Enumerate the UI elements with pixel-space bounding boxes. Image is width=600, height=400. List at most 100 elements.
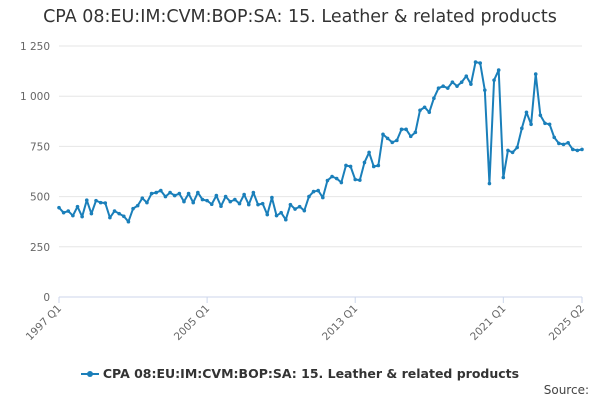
data-point[interactable] [334, 176, 339, 181]
data-point[interactable] [302, 208, 307, 213]
data-point[interactable] [140, 196, 145, 201]
data-point[interactable] [367, 150, 371, 155]
data-point[interactable] [413, 130, 418, 135]
data-point[interactable] [371, 164, 376, 169]
data-point[interactable] [256, 202, 260, 207]
data-point[interactable] [533, 72, 538, 76]
data-point[interactable] [358, 178, 362, 182]
data-point[interactable] [552, 135, 557, 140]
data-point[interactable] [311, 189, 316, 194]
data-point[interactable] [561, 142, 566, 147]
data-point[interactable] [344, 163, 348, 168]
data-point[interactable] [57, 205, 61, 210]
data-point[interactable] [450, 80, 455, 84]
data-point[interactable] [381, 132, 385, 137]
data-point[interactable] [483, 88, 487, 92]
data-point[interactable] [459, 80, 464, 84]
data-point[interactable] [182, 199, 186, 204]
data-point[interactable] [570, 147, 575, 152]
data-point[interactable] [547, 122, 552, 127]
data-point[interactable] [316, 188, 320, 193]
data-point[interactable] [395, 138, 399, 143]
data-point[interactable] [237, 201, 242, 206]
data-point[interactable] [117, 211, 121, 216]
data-point[interactable] [501, 175, 506, 180]
data-point[interactable] [251, 190, 256, 195]
data-point[interactable] [557, 141, 561, 146]
data-point[interactable] [283, 217, 288, 222]
data-point[interactable] [149, 191, 154, 196]
data-point[interactable] [515, 145, 520, 150]
data-point[interactable] [575, 148, 580, 153]
data-point[interactable] [524, 110, 529, 115]
data-point[interactable] [566, 140, 570, 145]
data-point[interactable] [191, 200, 196, 205]
data-point[interactable] [274, 213, 279, 218]
data-point[interactable] [325, 178, 330, 183]
data-point[interactable] [205, 198, 209, 203]
data-point[interactable] [246, 202, 251, 207]
data-point[interactable] [418, 108, 422, 113]
data-point[interactable] [348, 164, 353, 169]
data-point[interactable] [362, 160, 367, 165]
data-point[interactable] [233, 197, 237, 202]
data-point[interactable] [75, 204, 80, 209]
data-point[interactable] [408, 134, 413, 139]
data-point[interactable] [80, 214, 84, 219]
data-point[interactable] [154, 190, 158, 195]
data-point[interactable] [321, 195, 325, 200]
data-point[interactable] [108, 215, 112, 220]
data-point[interactable] [390, 140, 395, 145]
data-point[interactable] [473, 60, 478, 64]
data-point[interactable] [307, 194, 311, 199]
data-point[interactable] [510, 150, 515, 155]
data-point[interactable] [61, 210, 66, 215]
data-point[interactable] [543, 121, 547, 126]
data-point[interactable] [135, 203, 140, 208]
data-point[interactable] [94, 198, 98, 203]
data-point[interactable] [422, 105, 427, 110]
data-point[interactable] [159, 188, 163, 193]
data-point[interactable] [265, 212, 270, 217]
data-point[interactable] [84, 198, 89, 203]
data-point[interactable] [279, 210, 283, 215]
data-point[interactable] [131, 206, 135, 211]
data-point[interactable] [98, 200, 103, 205]
data-point[interactable] [196, 190, 200, 195]
data-point[interactable] [186, 191, 191, 196]
data-point[interactable] [223, 194, 228, 199]
data-point[interactable] [464, 74, 469, 78]
data-point[interactable] [297, 204, 302, 209]
data-point[interactable] [330, 174, 334, 179]
data-point[interactable] [103, 201, 108, 205]
data-point[interactable] [404, 127, 408, 132]
data-point[interactable] [228, 199, 233, 204]
data-point[interactable] [126, 219, 131, 224]
data-point[interactable] [288, 202, 293, 207]
data-point[interactable] [529, 122, 533, 127]
data-point[interactable] [172, 193, 177, 198]
data-point[interactable] [177, 191, 182, 196]
data-point[interactable] [441, 84, 445, 88]
data-point[interactable] [89, 211, 94, 216]
data-point[interactable] [163, 194, 168, 199]
data-point[interactable] [469, 82, 473, 86]
data-point[interactable] [432, 96, 436, 101]
data-point[interactable] [427, 110, 432, 115]
data-point[interactable] [445, 86, 450, 90]
data-point[interactable] [478, 61, 482, 65]
data-point[interactable] [200, 197, 205, 202]
data-point[interactable] [242, 192, 246, 197]
data-point[interactable] [506, 148, 510, 153]
data-point[interactable] [376, 163, 381, 168]
data-point[interactable] [66, 209, 71, 213]
data-point[interactable] [121, 214, 126, 219]
data-point[interactable] [496, 68, 501, 72]
data-point[interactable] [580, 147, 584, 152]
data-point[interactable] [145, 200, 149, 205]
data-point[interactable] [538, 113, 543, 118]
data-point[interactable] [168, 190, 172, 195]
data-point[interactable] [219, 204, 223, 209]
data-point[interactable] [399, 127, 404, 132]
data-point[interactable] [209, 202, 214, 207]
